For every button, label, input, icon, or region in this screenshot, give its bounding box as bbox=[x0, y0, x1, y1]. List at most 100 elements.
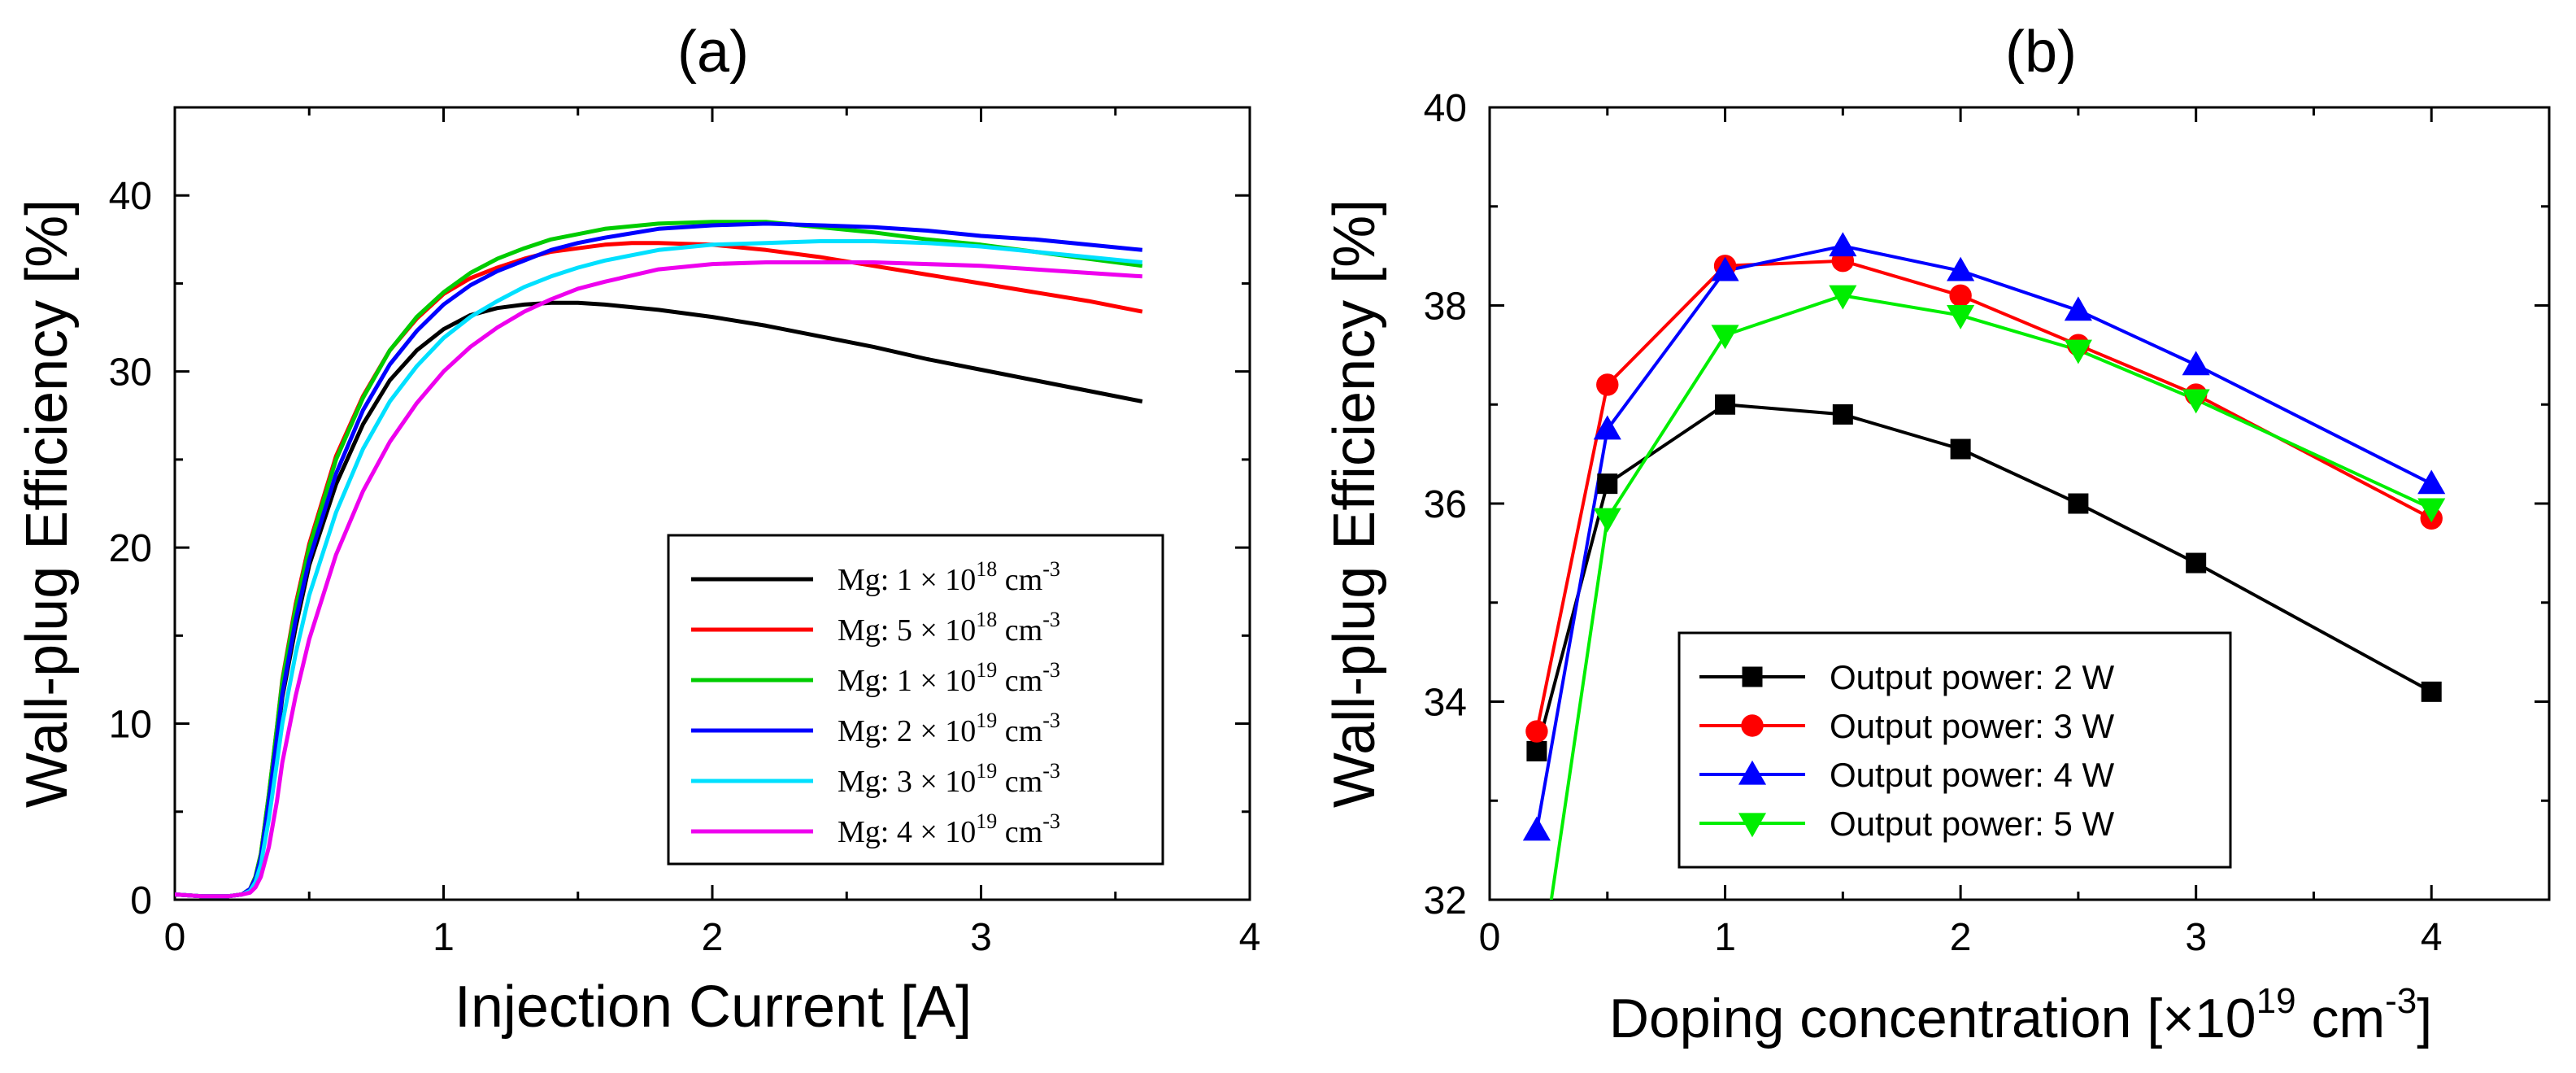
legend-label-part: cm bbox=[997, 613, 1042, 648]
data-point-square bbox=[1742, 666, 1763, 687]
legend-label: Output power: 5 W bbox=[1830, 805, 2115, 843]
data-point-square bbox=[1597, 473, 1618, 495]
data-point-triangle-up bbox=[2417, 469, 2446, 495]
data-point-square bbox=[2421, 681, 2442, 702]
panel-b-legend: Output power: 2 W Output power: 3 W Output… bbox=[1677, 631, 2232, 869]
y-tick-label: 38 bbox=[1424, 286, 1467, 329]
data-point-circle bbox=[1596, 373, 1619, 396]
data-point-triangle-up bbox=[1522, 816, 1551, 841]
legend-label-part: cm bbox=[997, 765, 1042, 799]
data-point-triangle-up bbox=[1593, 415, 1621, 440]
legend-label-part: cm bbox=[997, 563, 1042, 597]
legend-label: Output power: 4 W bbox=[1830, 756, 2115, 794]
legend-label-part: Mg: 1 × 10 bbox=[838, 664, 976, 698]
data-point-triangle-up bbox=[1829, 232, 1857, 257]
legend-label: Output power: 3 W bbox=[1830, 707, 2115, 745]
panel-b-xlabel-unit-exp: -3 bbox=[2385, 981, 2417, 1021]
data-point-triangle-down bbox=[1711, 325, 1739, 350]
legend-label-part: cm bbox=[997, 664, 1042, 698]
data-point-triangle-down bbox=[2064, 339, 2092, 364]
y-tick-label: 20 bbox=[109, 527, 152, 570]
legend-label-part: -3 bbox=[1042, 709, 1060, 732]
panel-b-xlabel-suffix: ] bbox=[2417, 988, 2432, 1049]
y-tick-label: 30 bbox=[109, 351, 152, 395]
data-point-square bbox=[1832, 403, 1853, 425]
x-tick-label: 1 bbox=[1714, 916, 1736, 959]
data-point-triangle-down bbox=[1829, 285, 1857, 310]
panel-b-xlabel-prefix: Doping concentration [×10 bbox=[1609, 988, 2256, 1049]
y-tick-label: 40 bbox=[109, 175, 152, 218]
legend-label-part: Mg: 4 × 10 bbox=[838, 815, 976, 849]
data-point-triangle-down bbox=[1738, 813, 1767, 838]
legend-label-part: Mg: 3 × 10 bbox=[838, 765, 976, 799]
legend-label-part: 18 bbox=[976, 557, 997, 581]
x-tick-label: 4 bbox=[2421, 916, 2443, 959]
legend-label: Mg: 1 × 1019 cm-3 bbox=[838, 658, 1060, 698]
data-point-square bbox=[1715, 394, 1736, 415]
x-tick-label: 0 bbox=[164, 916, 186, 959]
legend-label: Output power: 2 W bbox=[1830, 658, 2115, 696]
panel-a-series bbox=[175, 220, 1143, 899]
data-point-square bbox=[2186, 552, 2207, 574]
data-point-triangle-up bbox=[1947, 256, 1975, 281]
series-line-3 bbox=[1549, 294, 2433, 900]
legend-label: Mg: 3 × 1019 cm-3 bbox=[838, 759, 1060, 799]
data-point-triangle-up bbox=[1711, 256, 1739, 281]
x-tick-label: 2 bbox=[702, 916, 724, 959]
panel-a-legend-box bbox=[667, 534, 1164, 866]
legend-label-part: 18 bbox=[976, 608, 997, 631]
x-tick-label: 1 bbox=[433, 916, 455, 959]
data-point-triangle-down bbox=[2182, 389, 2210, 414]
x-tick-label: 2 bbox=[1950, 916, 1972, 959]
panel-b-label: (b) bbox=[2005, 20, 2077, 85]
legend-label-part: -3 bbox=[1042, 608, 1060, 631]
legend-label-part: 19 bbox=[976, 759, 997, 783]
panel-b-xlabel-exp: 19 bbox=[2256, 981, 2296, 1021]
legend-label-part: -3 bbox=[1042, 809, 1060, 833]
panel-b-series bbox=[1522, 232, 2446, 900]
series-line-0 bbox=[1534, 403, 2433, 752]
x-tick-label: 3 bbox=[2185, 916, 2207, 959]
y-tick-label: 36 bbox=[1424, 483, 1467, 526]
legend-label-part: Mg: 2 × 10 bbox=[838, 714, 976, 748]
legend-label-part: -3 bbox=[1042, 759, 1060, 783]
legend-label-part: Mg: 5 × 10 bbox=[838, 613, 976, 648]
data-point-circle bbox=[1741, 714, 1764, 737]
data-point-triangle-down bbox=[1593, 508, 1621, 533]
data-point-circle bbox=[1949, 284, 1972, 308]
y-tick-label: 34 bbox=[1424, 682, 1467, 725]
x-tick-label: 0 bbox=[1479, 916, 1501, 959]
panel-b-xlabel: Doping concentration [×1019 cm-3] bbox=[1609, 981, 2432, 1049]
data-point-triangle-up bbox=[1738, 760, 1767, 785]
x-tick-label: 3 bbox=[970, 916, 992, 959]
legend-label: Mg: 5 × 1018 cm-3 bbox=[838, 608, 1060, 648]
series-line-1 bbox=[1534, 259, 2433, 732]
series-line-2 bbox=[1534, 244, 2433, 831]
data-point-triangle-down bbox=[1947, 305, 1975, 329]
y-tick-label: 32 bbox=[1424, 879, 1467, 923]
data-point-triangle-up bbox=[2182, 351, 2210, 376]
legend-label-part: cm bbox=[997, 714, 1042, 748]
panel-b-xlabel-unit: cm bbox=[2296, 988, 2386, 1049]
series-line-5 bbox=[175, 260, 1142, 899]
data-point-circle bbox=[1525, 720, 1548, 743]
panel-a-ylabel: Wall-plug Efficiency [%] bbox=[15, 199, 80, 808]
legend-label-part: Mg: 1 × 10 bbox=[838, 563, 976, 597]
data-point-square bbox=[2068, 493, 2089, 514]
legend-label-part: 19 bbox=[976, 709, 997, 732]
legend-label-part: -3 bbox=[1042, 658, 1060, 682]
x-tick-label: 4 bbox=[1239, 916, 1261, 959]
legend-label-part: -3 bbox=[1042, 557, 1060, 581]
data-point-square bbox=[1950, 438, 1971, 460]
panel-a-label: (a) bbox=[677, 20, 749, 85]
data-point-triangle-up bbox=[2064, 296, 2092, 321]
y-tick-label: 40 bbox=[1424, 87, 1467, 130]
legend-label-part: 19 bbox=[976, 658, 997, 682]
legend-label-part: 19 bbox=[976, 809, 997, 833]
panel-b-ylabel: Wall-plug Efficiency [%] bbox=[1322, 199, 1387, 808]
data-point-square bbox=[1526, 740, 1547, 761]
